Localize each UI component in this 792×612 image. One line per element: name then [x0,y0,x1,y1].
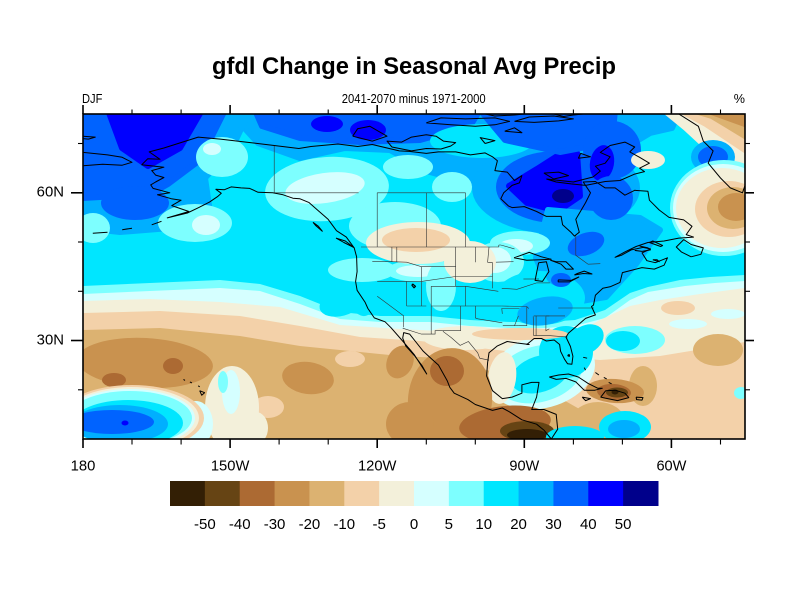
svg-text:DJF: DJF [82,92,103,106]
svg-text:-20: -20 [299,516,321,533]
svg-text:10: 10 [475,516,492,533]
svg-text:-40: -40 [229,516,251,533]
svg-text:-10: -10 [333,516,355,533]
svg-text:60N: 60N [37,185,64,201]
svg-text:90W: 90W [509,459,539,475]
svg-text:0: 0 [410,516,418,533]
svg-text:120W: 120W [358,459,397,475]
svg-text:60W: 60W [656,459,686,475]
svg-text:50: 50 [615,516,632,533]
svg-text:5: 5 [445,516,453,533]
svg-text:40: 40 [580,516,597,533]
svg-text:-50: -50 [194,516,216,533]
svg-text:2041-2070 minus 1971-2000: 2041-2070 minus 1971-2000 [342,92,486,106]
svg-text:150W: 150W [211,459,250,475]
svg-text:%: % [734,92,745,106]
svg-text:180: 180 [71,459,96,475]
svg-text:30: 30 [545,516,562,533]
svg-text:30N: 30N [37,333,64,349]
svg-text:20: 20 [510,516,527,533]
svg-text:-30: -30 [264,516,286,533]
svg-text:-5: -5 [372,516,385,533]
svg-text:gfdl Change in Seasonal Avg Pr: gfdl Change in Seasonal Avg Precip [212,53,616,80]
